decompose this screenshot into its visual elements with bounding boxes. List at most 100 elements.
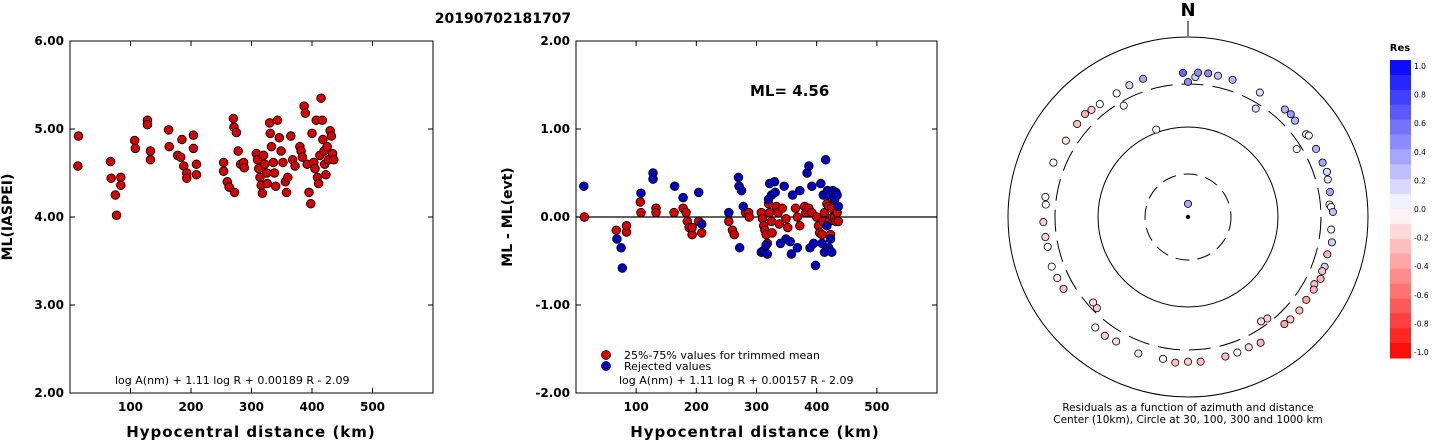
station-residual-point	[1244, 343, 1253, 352]
colorbar-tick-label: 0.2	[1414, 176, 1426, 185]
left-x-tick-label: 500	[360, 400, 385, 414]
ml-data-point	[142, 119, 153, 130]
station-residual-point	[1049, 158, 1058, 167]
ml-data-point	[73, 131, 84, 141]
rejected-residual-point	[738, 201, 749, 212]
station-residual-point	[1280, 320, 1289, 329]
station-residual-point	[1286, 110, 1295, 119]
left-y-tick-label: 3.00	[34, 298, 64, 312]
station-residual-point	[1309, 285, 1318, 294]
ml-data-point	[270, 181, 281, 191]
rejected-residual-point	[734, 243, 745, 253]
left-x-tick-label: 400	[299, 400, 324, 414]
ml-data-point	[130, 143, 141, 154]
colorbar-swatch	[1390, 283, 1411, 299]
station-residual-point	[1112, 89, 1121, 98]
accepted-residual-point	[635, 197, 646, 207]
station-residual-point	[1280, 105, 1289, 114]
ml-data-point	[278, 157, 288, 168]
accepted-residual-point	[651, 207, 661, 218]
mid-y-tick-label: -2.00	[535, 386, 570, 400]
colorbar-swatch	[1390, 209, 1411, 225]
rejected-residual-point	[804, 161, 814, 171]
station-residual-point	[1039, 218, 1048, 227]
ml-data-point	[316, 93, 326, 103]
colorbar-swatch	[1390, 60, 1411, 76]
ml-data-point	[191, 170, 202, 180]
ml-data-point	[329, 155, 339, 165]
rejected-residual-point	[696, 219, 707, 229]
ml-data-point	[318, 134, 328, 145]
mid-x-ticks: 100 200 300 400 500	[624, 41, 889, 414]
left-y-axis-label: ML(IASPEI)	[0, 174, 16, 261]
station-residual-point	[1080, 109, 1089, 118]
ml-data-point	[228, 113, 239, 124]
station-residual-point	[1312, 144, 1321, 153]
mid-y-tick-label: 2.00	[540, 34, 570, 48]
station-residual-point	[1194, 68, 1203, 77]
ml-data-point	[304, 187, 314, 198]
legend-accepted-marker	[601, 350, 611, 360]
polar-caption-line-2: Center (10km), Circle at 30, 100, 300 an…	[1053, 414, 1323, 426]
accepted-residual-point	[792, 212, 803, 222]
station-residual-point	[1323, 250, 1332, 259]
accepted-residual-point	[795, 221, 805, 231]
accepted-residual-point	[579, 212, 590, 222]
station-residual-point	[1325, 187, 1334, 196]
accepted-residual-point	[781, 214, 791, 224]
mid-y-axis-label: ML - ML(evt)	[500, 167, 516, 266]
ml-data-point	[231, 127, 242, 138]
station-residual-point	[1041, 192, 1050, 201]
ml-data-point	[261, 168, 272, 178]
ml-data-point	[269, 168, 280, 178]
station-residual-point	[1228, 75, 1237, 84]
ml-data-point	[264, 118, 275, 128]
rejected-residual-point	[785, 236, 795, 247]
ml-data-point	[73, 161, 83, 171]
ml-data-point	[239, 162, 249, 173]
station-residual-point	[1119, 101, 1128, 110]
ml-data-point	[145, 146, 156, 156]
station-residual-point	[1327, 225, 1336, 234]
station-residual-point	[1322, 167, 1331, 176]
accepted-residual-point	[777, 203, 788, 213]
polar-station-points	[1039, 68, 1337, 367]
rejected-residual-point	[792, 243, 803, 253]
ml-data-point	[111, 210, 122, 220]
station-residual-point	[1214, 71, 1223, 80]
legend-rejected-label: Rejected values	[624, 360, 711, 373]
ml-data-point	[265, 128, 276, 139]
rejected-residual-point	[822, 221, 832, 231]
ml-data-point	[266, 141, 277, 152]
accepted-residual-point	[687, 222, 697, 233]
colorbar-swatch	[1390, 104, 1411, 121]
colorbar-tick-label: -0.4	[1414, 262, 1429, 271]
station-residual-point	[1323, 175, 1332, 184]
rejected-residual-point	[816, 178, 826, 189]
polar-caption-line-1: Residuals as a function of azimuth and d…	[1062, 402, 1313, 414]
station-residual-point	[1089, 298, 1098, 307]
station-residual-point	[1328, 207, 1337, 216]
colorbar-tick-label: -0.6	[1414, 291, 1429, 300]
rejected-residual-point	[693, 187, 704, 198]
station-residual-point	[1043, 242, 1052, 251]
colorbar-swatch	[1390, 268, 1411, 284]
colorbar-swatch	[1390, 253, 1411, 270]
left-y-tick-label: 5.00	[34, 122, 64, 136]
station-residual-point	[1196, 357, 1205, 366]
ml-data-point	[322, 141, 332, 152]
colorbar-swatches	[1390, 60, 1411, 359]
ml-data-point	[290, 161, 300, 171]
accepted-residual-point	[744, 212, 755, 222]
mid-x-tick-label: 100	[624, 400, 649, 414]
rejected-residual-point	[636, 188, 646, 198]
rejected-residual-point	[808, 238, 819, 249]
mid-x-tick-label: 200	[684, 400, 709, 414]
station-residual-point	[1178, 68, 1187, 77]
station-residual-point	[1087, 105, 1096, 114]
accepted-residual-point	[729, 229, 739, 240]
ml-data-point	[116, 180, 126, 191]
rejected-residual-point	[616, 243, 626, 253]
residual-vs-distance-chart: -2.00 -1.00 0.00 1.00 2.00 100 200 300 400 500 M…	[500, 34, 938, 441]
residual-colorbar: Res 1.0 0.8 0.6 0.4 0.2 0.0 -0.2 -0.4 -0.6 -0.8 -1…	[1390, 43, 1429, 359]
